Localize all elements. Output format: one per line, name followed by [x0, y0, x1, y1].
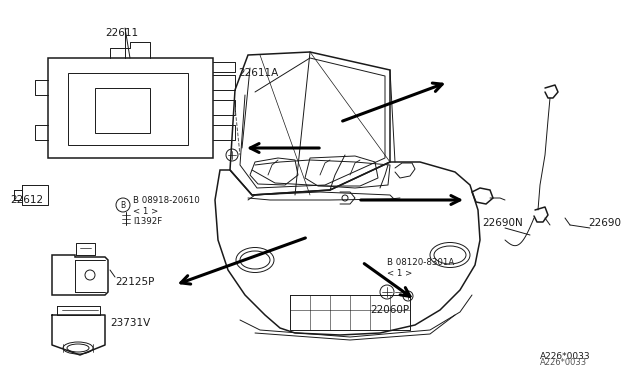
FancyArrowPatch shape	[361, 196, 460, 205]
Bar	[68, 73, 188, 145]
Text: A226*0033: A226*0033	[540, 358, 587, 367]
Text: 22690: 22690	[588, 218, 621, 228]
Text: 23731V: 23731V	[110, 318, 150, 328]
Text: l1392F: l1392F	[133, 217, 163, 226]
Text: B 08918-20610: B 08918-20610	[133, 196, 200, 205]
FancyArrowPatch shape	[250, 144, 319, 153]
Text: 22690N: 22690N	[482, 218, 523, 228]
Bar	[95, 88, 150, 133]
FancyArrowPatch shape	[364, 264, 410, 296]
Text: 22125P: 22125P	[115, 277, 154, 287]
Text: B 08120-8301A: B 08120-8301A	[387, 258, 454, 267]
FancyArrowPatch shape	[181, 238, 305, 284]
Text: 22611A: 22611A	[238, 68, 278, 78]
Text: A226*0033: A226*0033	[540, 352, 591, 361]
Text: 22612: 22612	[10, 195, 43, 205]
Text: < 1 >: < 1 >	[387, 269, 412, 278]
Text: 22060P: 22060P	[370, 305, 409, 315]
Text: 22611: 22611	[105, 28, 138, 38]
Bar	[48, 58, 213, 158]
Text: < 1 >: < 1 >	[133, 207, 158, 216]
FancyArrowPatch shape	[342, 83, 442, 121]
Text: B: B	[120, 201, 125, 209]
